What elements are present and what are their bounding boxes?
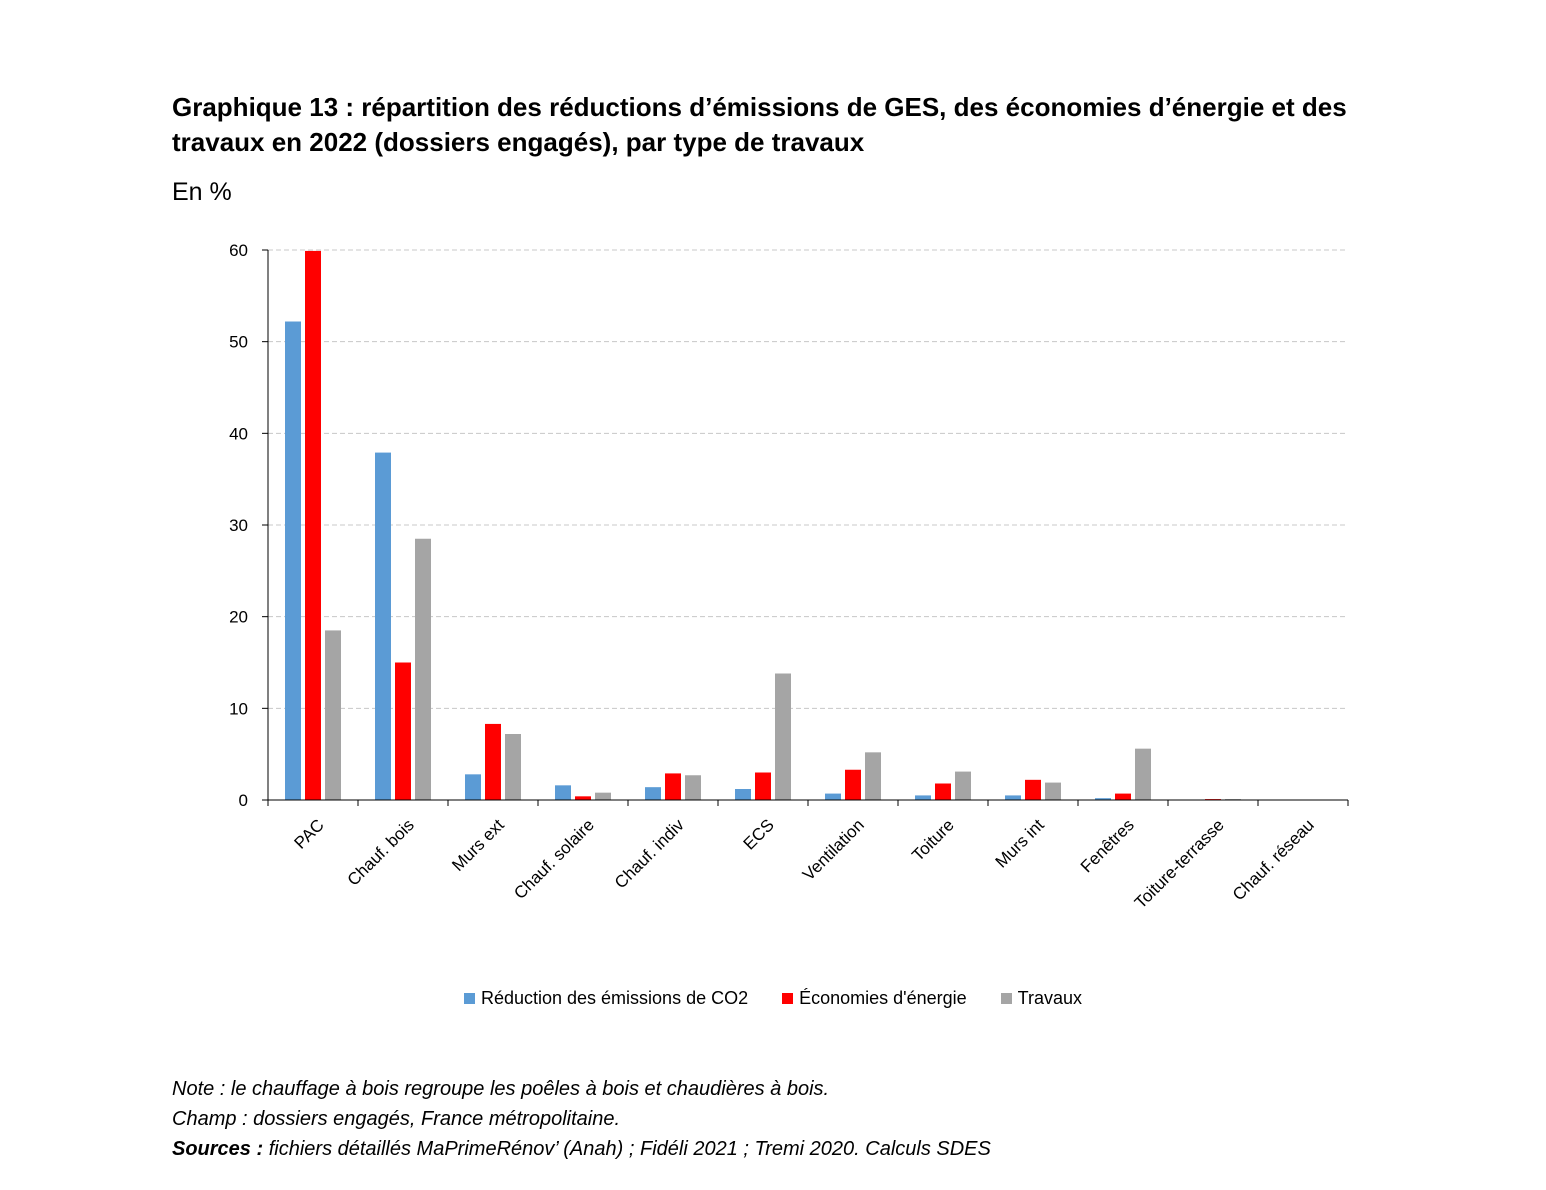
legend-label-co2: Réduction des émissions de CO2 — [480, 988, 749, 1008]
bar-travaux — [865, 752, 881, 800]
y-tick-label: 40 — [229, 424, 248, 443]
bar-energie — [575, 796, 591, 800]
y-tick-label: 50 — [229, 333, 248, 352]
bars — [285, 250, 1241, 800]
legend-label-travaux: Travaux — [1017, 988, 1083, 1008]
x-tick-label: Toiture — [908, 815, 958, 865]
bar-co2 — [915, 795, 931, 800]
legend-swatch-co2 — [463, 993, 475, 1004]
bar-co2 — [1005, 795, 1021, 800]
bar-travaux — [415, 538, 431, 800]
bar-energie — [485, 723, 501, 800]
legend-swatch-travaux — [1000, 993, 1012, 1004]
x-tick-label: Chauf. indiv — [611, 815, 688, 892]
note-text: Note : le chauffage à bois regroupe les … — [172, 1078, 830, 1100]
chart-title: Graphique 13 : répartition des réduction… — [172, 92, 1347, 157]
bar-travaux — [505, 734, 521, 800]
x-tick-label: Murs int — [992, 815, 1048, 871]
bar-travaux — [955, 771, 971, 800]
y-tick-label: 10 — [229, 699, 248, 718]
y-tick-label: 60 — [229, 241, 248, 260]
bar-co2 — [645, 787, 661, 800]
bar-travaux — [685, 775, 701, 800]
unit-label: En % — [172, 178, 232, 206]
bar-travaux — [1135, 748, 1151, 800]
legend-item-co2: Réduction des émissions de CO2 — [463, 988, 749, 1009]
bar-co2 — [1095, 798, 1111, 800]
legend: Réduction des émissions de CO2 Économies… — [0, 988, 1546, 1009]
bar-co2 — [735, 789, 751, 800]
sources-text: fichiers détaillés MaPrimeRénov’ (Anah) … — [263, 1138, 991, 1160]
bar-energie — [1025, 779, 1041, 800]
bar-energie — [665, 773, 681, 800]
legend-item-travaux: Travaux — [1000, 988, 1083, 1009]
bar-energie — [755, 772, 771, 800]
bar-co2 — [465, 774, 481, 800]
bar-travaux — [1045, 782, 1061, 800]
x-tick-label: Chauf. solaire — [510, 815, 598, 903]
legend-item-energie: Économies d'énergie — [782, 988, 967, 1009]
legend-label-energie: Économies d'énergie — [799, 988, 967, 1008]
x-tick-label: Toiture-terrasse — [1131, 815, 1228, 912]
bar-energie — [395, 662, 411, 800]
sources-line: Sources : fichiers détaillés MaPrimeRéno… — [172, 1134, 991, 1164]
x-tick-label: ECS — [740, 815, 778, 853]
axes — [262, 249, 1349, 806]
x-tick-label: Chauf. bois — [344, 815, 418, 889]
bar-co2 — [555, 785, 571, 800]
y-tick-label: 20 — [229, 608, 248, 627]
bar-co2 — [375, 452, 391, 800]
y-tick-label: 30 — [229, 516, 248, 535]
x-tick-label: Ventilation — [799, 815, 868, 884]
bar-travaux — [325, 630, 341, 800]
champ-text: Champ : dossiers engagés, France métropo… — [172, 1108, 621, 1130]
legend-swatch-energie — [782, 993, 794, 1004]
bar-co2 — [825, 793, 841, 800]
bar-energie — [305, 250, 321, 800]
bar-energie — [1115, 793, 1131, 800]
x-tick-label: Fenêtres — [1077, 815, 1138, 876]
bar-co2 — [285, 321, 301, 800]
sources-label: Sources : — [172, 1138, 264, 1160]
x-tick-label: Murs ext — [448, 815, 508, 875]
notes: Note : le chauffage à bois regroupe les … — [172, 1074, 991, 1164]
gridlines — [268, 249, 1348, 709]
bar-travaux — [595, 792, 611, 800]
y-tick-label: 0 — [239, 791, 248, 810]
bar-energie — [935, 783, 951, 800]
x-tick-label: Chauf. réseau — [1229, 815, 1318, 904]
bar-energie — [845, 769, 861, 800]
x-tick-label: PAC — [291, 815, 328, 852]
bar-travaux — [775, 673, 791, 800]
